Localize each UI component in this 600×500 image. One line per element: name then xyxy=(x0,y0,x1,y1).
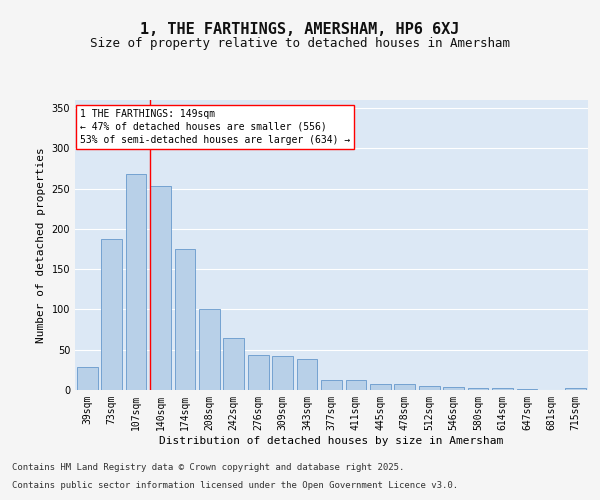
Bar xyxy=(77,366,98,390)
Bar xyxy=(175,249,196,390)
Bar xyxy=(321,380,342,390)
Bar xyxy=(467,388,488,390)
X-axis label: Distribution of detached houses by size in Amersham: Distribution of detached houses by size … xyxy=(160,436,503,446)
Bar xyxy=(443,387,464,390)
Text: Contains HM Land Registry data © Crown copyright and database right 2025.: Contains HM Land Registry data © Crown c… xyxy=(12,464,404,472)
Bar xyxy=(150,186,171,390)
Bar xyxy=(492,388,513,390)
Text: Size of property relative to detached houses in Amersham: Size of property relative to detached ho… xyxy=(90,38,510,51)
Bar xyxy=(565,388,586,390)
Bar xyxy=(248,356,269,390)
Bar xyxy=(223,338,244,390)
Bar xyxy=(199,310,220,390)
Text: 1, THE FARTHINGS, AMERSHAM, HP6 6XJ: 1, THE FARTHINGS, AMERSHAM, HP6 6XJ xyxy=(140,22,460,38)
Y-axis label: Number of detached properties: Number of detached properties xyxy=(36,147,46,343)
Bar xyxy=(296,360,317,390)
Text: Contains public sector information licensed under the Open Government Licence v3: Contains public sector information licen… xyxy=(12,481,458,490)
Bar xyxy=(272,356,293,390)
Bar xyxy=(125,174,146,390)
Bar xyxy=(346,380,367,390)
Text: 1 THE FARTHINGS: 149sqm
← 47% of detached houses are smaller (556)
53% of semi-d: 1 THE FARTHINGS: 149sqm ← 47% of detache… xyxy=(80,108,350,145)
Bar xyxy=(101,238,122,390)
Bar xyxy=(517,389,538,390)
Bar xyxy=(394,384,415,390)
Bar xyxy=(370,384,391,390)
Bar xyxy=(419,386,440,390)
